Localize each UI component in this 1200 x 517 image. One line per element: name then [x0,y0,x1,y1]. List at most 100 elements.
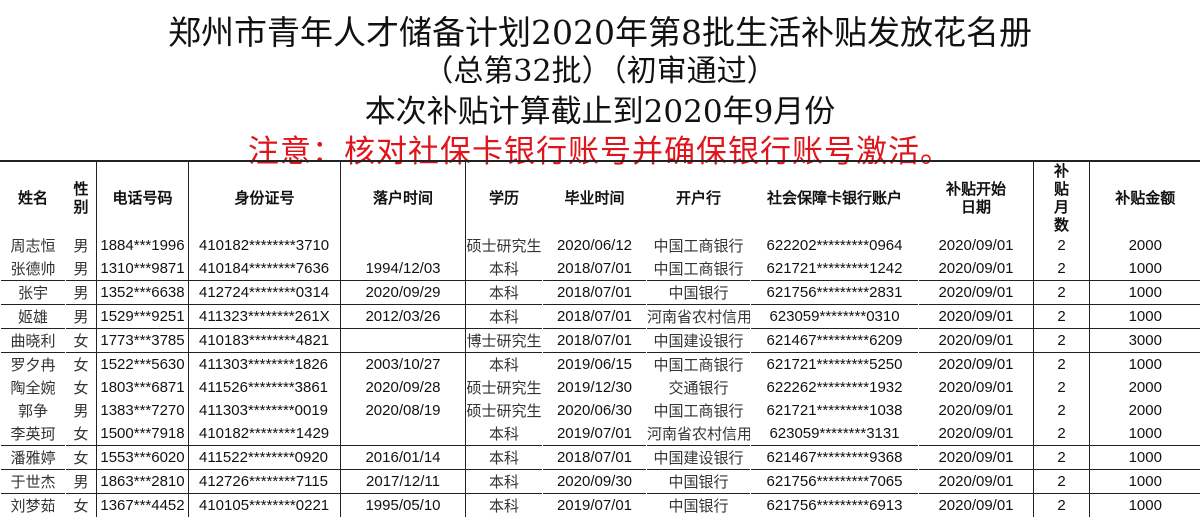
cell-id-number: 412724********0314 [189,281,341,305]
cell-gender: 男 [66,281,97,305]
cell-education: 本科 [466,494,543,517]
header-id-number: 身份证号 [189,161,341,234]
cell-settle-date: 2020/09/29 [341,281,466,305]
cell-months: 2 [1034,446,1090,470]
subsidy-roster-table: 姓名性别电话号码身份证号落户时间学历毕业时间开户行社会保障卡银行账户补贴开始日期… [0,160,1200,517]
cell-name: 潘雅婷 [1,446,66,470]
cell-settle-date: 2017/12/11 [341,470,466,494]
cell-months: 2 [1034,422,1090,446]
cell-start-date: 2020/09/01 [919,494,1034,517]
table-header-row: 姓名性别电话号码身份证号落户时间学历毕业时间开户行社会保障卡银行账户补贴开始日期… [1,161,1200,234]
header-start-date: 补贴开始日期 [919,161,1034,234]
cell-start-date: 2020/09/01 [919,399,1034,422]
cell-start-date: 2020/09/01 [919,353,1034,377]
cell-phone: 1367***4452 [97,494,189,517]
cell-bank-account: 621721*********1038 [751,399,919,422]
cell-settle-date [341,422,466,446]
cell-settle-date: 2012/03/26 [341,305,466,329]
cell-bank-account: 622262*********1932 [751,376,919,399]
cell-id-number: 411323********261X [189,305,341,329]
cell-months: 2 [1034,281,1090,305]
header-bank-account: 社会保障卡银行账户 [751,161,919,234]
cell-phone: 1884***1996 [97,234,189,257]
cell-graduation-date: 2019/12/30 [543,376,647,399]
cell-phone: 1310***9871 [97,257,189,281]
cell-gender: 男 [66,399,97,422]
cell-name: 李英珂 [1,422,66,446]
cell-gender: 女 [66,329,97,353]
cell-amount: 2000 [1090,399,1200,422]
cell-graduation-date: 2018/07/01 [543,446,647,470]
cell-graduation-date: 2020/06/30 [543,399,647,422]
cell-id-number: 410183********4821 [189,329,341,353]
cell-amount: 1000 [1090,281,1200,305]
cell-graduation-date: 2019/07/01 [543,422,647,446]
cell-phone: 1863***2810 [97,470,189,494]
cell-bank: 中国银行 [647,281,751,305]
cell-phone: 1803***6871 [97,376,189,399]
cell-education: 硕士研究生 [466,399,543,422]
header-months: 补贴月数 [1034,161,1090,234]
cell-settle-date [341,329,466,353]
cell-education: 本科 [466,353,543,377]
cell-name: 张德帅 [1,257,66,281]
cell-education: 本科 [466,305,543,329]
cell-bank: 中国建设银行 [647,329,751,353]
cell-name: 于世杰 [1,470,66,494]
cell-education: 博士研究生 [466,329,543,353]
cell-name: 姬雄 [1,305,66,329]
cell-education: 本科 [466,257,543,281]
cell-months: 2 [1034,376,1090,399]
cell-phone: 1522***5630 [97,353,189,377]
calculation-cutoff: 本次补贴计算截止到2020年9月份 [0,86,1200,131]
cell-start-date: 2020/09/01 [919,329,1034,353]
cell-bank: 交通银行 [647,376,751,399]
header-education: 学历 [466,161,543,234]
cell-bank: 中国工商银行 [647,353,751,377]
cell-bank: 中国银行 [647,470,751,494]
cell-start-date: 2020/09/01 [919,422,1034,446]
cell-name: 陶全婉 [1,376,66,399]
cell-education: 本科 [466,422,543,446]
cell-settle-date: 2020/09/28 [341,376,466,399]
cell-phone: 1383***7270 [97,399,189,422]
cell-bank-account: 621467*********9368 [751,446,919,470]
cell-name: 周志恒 [1,234,66,257]
cell-bank: 河南省农村信用社 [647,422,751,446]
cell-gender: 女 [66,353,97,377]
cell-gender: 男 [66,234,97,257]
cell-name: 张宇 [1,281,66,305]
cell-id-number: 412726********7115 [189,470,341,494]
cell-bank: 中国工商银行 [647,399,751,422]
cell-id-number: 410184********7636 [189,257,341,281]
cell-months: 2 [1034,353,1090,377]
cell-graduation-date: 2018/07/01 [543,305,647,329]
cell-amount: 1000 [1090,494,1200,517]
cell-education: 本科 [466,470,543,494]
cell-settle-date: 1995/05/10 [341,494,466,517]
cell-graduation-date: 2018/07/01 [543,281,647,305]
cell-bank: 河南省农村信用社 [647,305,751,329]
cell-start-date: 2020/09/01 [919,376,1034,399]
document-subtitle: （总第32批）（初审通过） [0,46,1200,90]
cell-start-date: 2020/09/01 [919,234,1034,257]
cell-start-date: 2020/09/01 [919,446,1034,470]
cell-gender: 女 [66,376,97,399]
cell-amount: 1000 [1090,470,1200,494]
cell-bank: 中国建设银行 [647,446,751,470]
cell-id-number: 410182********1429 [189,422,341,446]
cell-graduation-date: 2019/06/15 [543,353,647,377]
cell-amount: 1000 [1090,257,1200,281]
cell-id-number: 411303********1826 [189,353,341,377]
cell-phone: 1500***7918 [97,422,189,446]
cell-months: 2 [1034,494,1090,517]
cell-settle-date: 2016/01/14 [341,446,466,470]
cell-months: 2 [1034,329,1090,353]
cell-bank: 中国工商银行 [647,234,751,257]
cell-gender: 男 [66,257,97,281]
